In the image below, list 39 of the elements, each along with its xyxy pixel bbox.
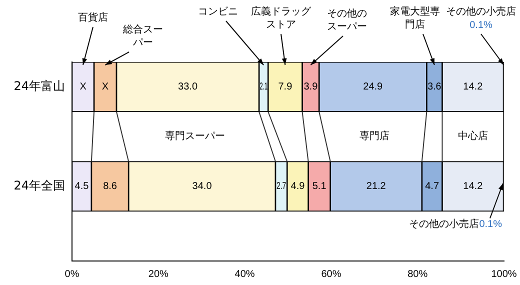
x-tick-label: 80% <box>408 268 428 280</box>
data-label: 0.1% <box>470 20 493 31</box>
x-tick-label: 20% <box>148 268 169 280</box>
data-label: 14.2 <box>463 181 484 192</box>
text: 家電大型専門店 <box>390 6 440 31</box>
data-label: 0.1% <box>479 219 502 230</box>
data-label: 21.2 <box>366 181 386 192</box>
text: コンビニ <box>198 6 238 18</box>
y-tick-label: 24年富山 <box>14 79 65 93</box>
data-label: 3.6 <box>428 82 442 93</box>
data-label: 2.7 <box>276 180 286 192</box>
data-label: 33.0 <box>178 82 198 93</box>
data-label: 7.9 <box>278 82 293 93</box>
data-label: 2.1 <box>260 81 268 92</box>
data-label: 14.2 <box>463 82 484 93</box>
data-label: 3.9 <box>304 82 318 93</box>
data-label: 24.9 <box>363 82 384 93</box>
series-label: 中心店 <box>458 130 488 142</box>
data-label: 5.1 <box>312 181 327 192</box>
text: 百貨店 <box>78 12 108 24</box>
x-tick-label: 40% <box>234 268 255 280</box>
data-label: 8.6 <box>103 181 118 192</box>
data-label: X <box>80 82 87 93</box>
data-label: 4.9 <box>290 181 306 192</box>
text: その他の小売店 <box>446 6 516 18</box>
text: その他の小売店 <box>409 218 480 230</box>
series-label: 専門スーパー <box>164 130 225 142</box>
data-label: X <box>102 82 109 93</box>
x-tick-label: 100% <box>491 268 517 280</box>
data-label: 34.0 <box>192 181 212 192</box>
data-label: 4.7 <box>425 181 440 192</box>
data-label: 4.5 <box>74 181 90 192</box>
text: その他のスーパー <box>327 8 367 33</box>
text: 広義ドラッグストア <box>251 6 312 31</box>
series-label: 専門店 <box>360 130 390 142</box>
x-tick-label: 0% <box>64 268 80 280</box>
x-tick-label: 60% <box>321 268 342 280</box>
y-tick-label: 24年全国 <box>14 178 65 192</box>
series-label: 総合スーパー <box>122 24 163 49</box>
